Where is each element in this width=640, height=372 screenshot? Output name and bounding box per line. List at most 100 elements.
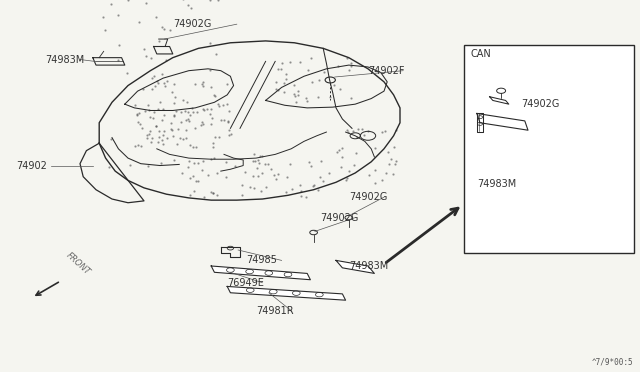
Point <box>142 163 152 169</box>
Point <box>146 140 156 145</box>
Point <box>142 132 152 138</box>
Point <box>187 105 197 110</box>
Point <box>348 128 358 134</box>
Point <box>370 180 380 186</box>
Point <box>140 108 150 114</box>
Point <box>377 129 387 135</box>
Point <box>178 136 188 142</box>
Point <box>155 99 165 105</box>
Point <box>205 111 215 117</box>
Point <box>293 88 303 94</box>
Point <box>226 131 236 137</box>
Point <box>182 109 193 115</box>
Point <box>342 127 352 133</box>
Point <box>390 161 401 167</box>
Point <box>356 126 367 132</box>
Point <box>252 165 262 171</box>
Text: 74902G: 74902G <box>173 19 211 29</box>
Point <box>273 87 283 93</box>
Point <box>304 159 314 165</box>
Point <box>381 170 391 176</box>
Point <box>138 86 148 92</box>
Point <box>160 83 170 89</box>
Point <box>136 143 146 149</box>
Point <box>383 161 394 167</box>
Point <box>154 134 164 140</box>
Point <box>296 187 307 193</box>
Point <box>149 74 159 80</box>
Point <box>113 57 123 62</box>
Point <box>280 76 291 82</box>
Point <box>145 131 155 137</box>
Point <box>189 187 200 193</box>
Point <box>168 112 179 118</box>
Point <box>335 86 345 92</box>
Point <box>136 125 147 131</box>
Point <box>152 78 163 84</box>
Point <box>281 189 291 195</box>
Point <box>156 160 166 166</box>
Point <box>248 151 259 157</box>
Point <box>391 127 401 133</box>
Point <box>156 24 166 30</box>
Point <box>295 182 305 188</box>
Point <box>148 115 158 121</box>
Text: 74902G: 74902G <box>320 213 358 222</box>
Point <box>198 106 209 112</box>
Polygon shape <box>336 260 374 273</box>
Point <box>301 98 312 104</box>
Point <box>212 170 222 176</box>
Point <box>166 89 177 95</box>
Point <box>214 134 224 140</box>
Point <box>113 42 124 48</box>
Point <box>317 178 328 184</box>
Point <box>332 64 342 70</box>
Point <box>206 84 216 90</box>
Point <box>205 67 215 73</box>
Point <box>205 189 216 195</box>
Point <box>150 123 161 129</box>
Point <box>153 80 163 86</box>
Point <box>307 80 317 86</box>
Point <box>134 110 144 116</box>
Point <box>302 67 312 73</box>
Point <box>346 60 356 66</box>
Point <box>166 120 176 126</box>
Point <box>196 122 206 128</box>
Point <box>289 82 299 88</box>
Point <box>380 128 390 134</box>
Point <box>306 55 316 61</box>
Text: 74985: 74985 <box>246 256 277 265</box>
Point <box>147 135 157 141</box>
Point <box>145 128 155 134</box>
Point <box>314 77 324 83</box>
Point <box>153 139 163 145</box>
Point <box>154 128 164 134</box>
Polygon shape <box>211 266 310 280</box>
Point <box>364 171 374 177</box>
Point <box>254 160 264 166</box>
Point <box>183 116 193 122</box>
Point <box>143 102 153 108</box>
Point <box>183 2 193 8</box>
Point <box>182 99 193 105</box>
Text: ^7/9*00:5: ^7/9*00:5 <box>592 357 634 366</box>
Point <box>294 59 305 65</box>
Point <box>273 171 284 177</box>
Point <box>125 162 135 168</box>
Point <box>186 5 196 11</box>
Point <box>248 158 258 164</box>
Text: 74983M: 74983M <box>349 261 388 271</box>
Point <box>221 174 231 180</box>
Point <box>386 156 396 162</box>
Point <box>353 126 364 132</box>
Point <box>212 192 222 198</box>
Point <box>165 27 175 33</box>
Point <box>169 100 179 106</box>
Point <box>161 57 172 63</box>
Point <box>157 71 167 77</box>
Point <box>337 145 347 151</box>
Point <box>130 143 140 149</box>
Point <box>185 142 195 148</box>
Point <box>341 177 351 183</box>
